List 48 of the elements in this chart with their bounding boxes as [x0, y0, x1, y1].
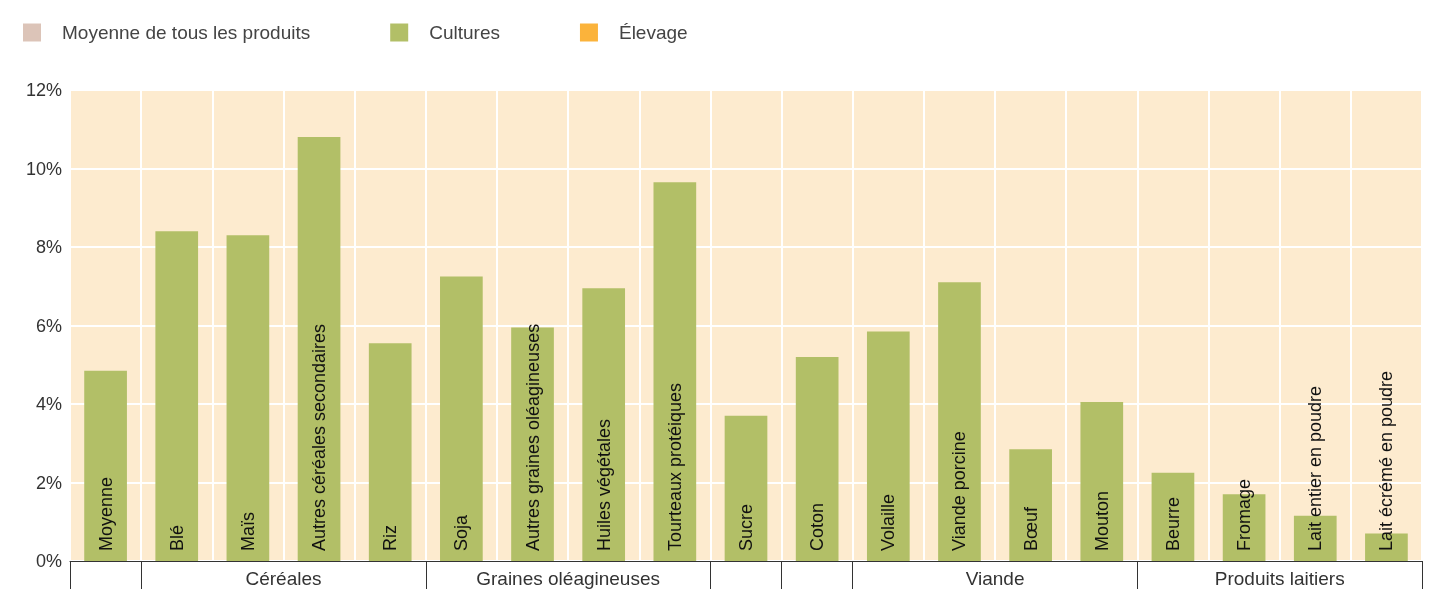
x-tick-label: Autres céréales secondaires — [309, 323, 330, 551]
bar — [1293, 515, 1337, 561]
x-tick-label: Lait entier en poudre — [1305, 385, 1326, 551]
y-tick-label: 4% — [35, 394, 62, 414]
x-tick-label: Beurre — [1162, 496, 1183, 551]
bar — [582, 288, 626, 561]
bar — [84, 370, 127, 561]
x-tick-label: Blé — [166, 524, 187, 551]
bar — [368, 343, 412, 561]
text: Viande — [965, 568, 1025, 589]
x-tick-label: Soja — [451, 513, 472, 551]
x-tick-label: Sucre — [736, 503, 756, 551]
text: Produits laitiers — [1214, 568, 1345, 589]
legend-label: Cultures — [429, 22, 500, 43]
x-tick-label: Mouton — [1091, 490, 1112, 551]
x-tick-label: Lait écrémé en poudre — [1376, 370, 1397, 551]
y-tick-label: 10% — [25, 158, 62, 179]
legend-label: Moyenne de tous les produits — [62, 22, 311, 43]
x-tick-label: Huiles végétales — [593, 418, 614, 551]
y-tick-label: 0% — [35, 551, 62, 571]
legend-label: Élevage — [618, 22, 688, 43]
x-tick-label: Viande porcine — [949, 431, 970, 551]
bar — [440, 276, 483, 561]
bar — [1080, 402, 1124, 561]
bar — [297, 137, 341, 561]
bar — [866, 331, 910, 561]
y-tick-label: 2% — [35, 472, 62, 493]
x-tick-label: Bœuf — [1020, 505, 1041, 551]
text: Graines oléagineuses — [476, 568, 660, 589]
x-tick-label: Maïs — [237, 511, 258, 551]
y-tick-label: 8% — [35, 237, 62, 257]
text: Céréales — [245, 568, 322, 589]
x-tick-label: Fromage — [1234, 478, 1255, 551]
x-tick-label: Riz — [380, 525, 401, 551]
y-tick-label: 12% — [25, 80, 62, 100]
bar — [938, 282, 981, 561]
x-tick-label: Moyenne — [95, 476, 116, 551]
bar — [724, 415, 768, 561]
x-tick-label: Tourteaux protéiques — [664, 382, 685, 551]
y-tick-label: 6% — [35, 315, 62, 336]
bar — [795, 356, 839, 561]
x-tick-label: Coton — [807, 502, 828, 551]
x-tick-label: Volaille — [878, 493, 899, 551]
bar — [226, 235, 270, 561]
bar — [653, 182, 697, 561]
bar — [155, 231, 199, 561]
x-tick-label: Autres graines oléagineuses — [522, 323, 543, 551]
bar — [1009, 449, 1052, 561]
